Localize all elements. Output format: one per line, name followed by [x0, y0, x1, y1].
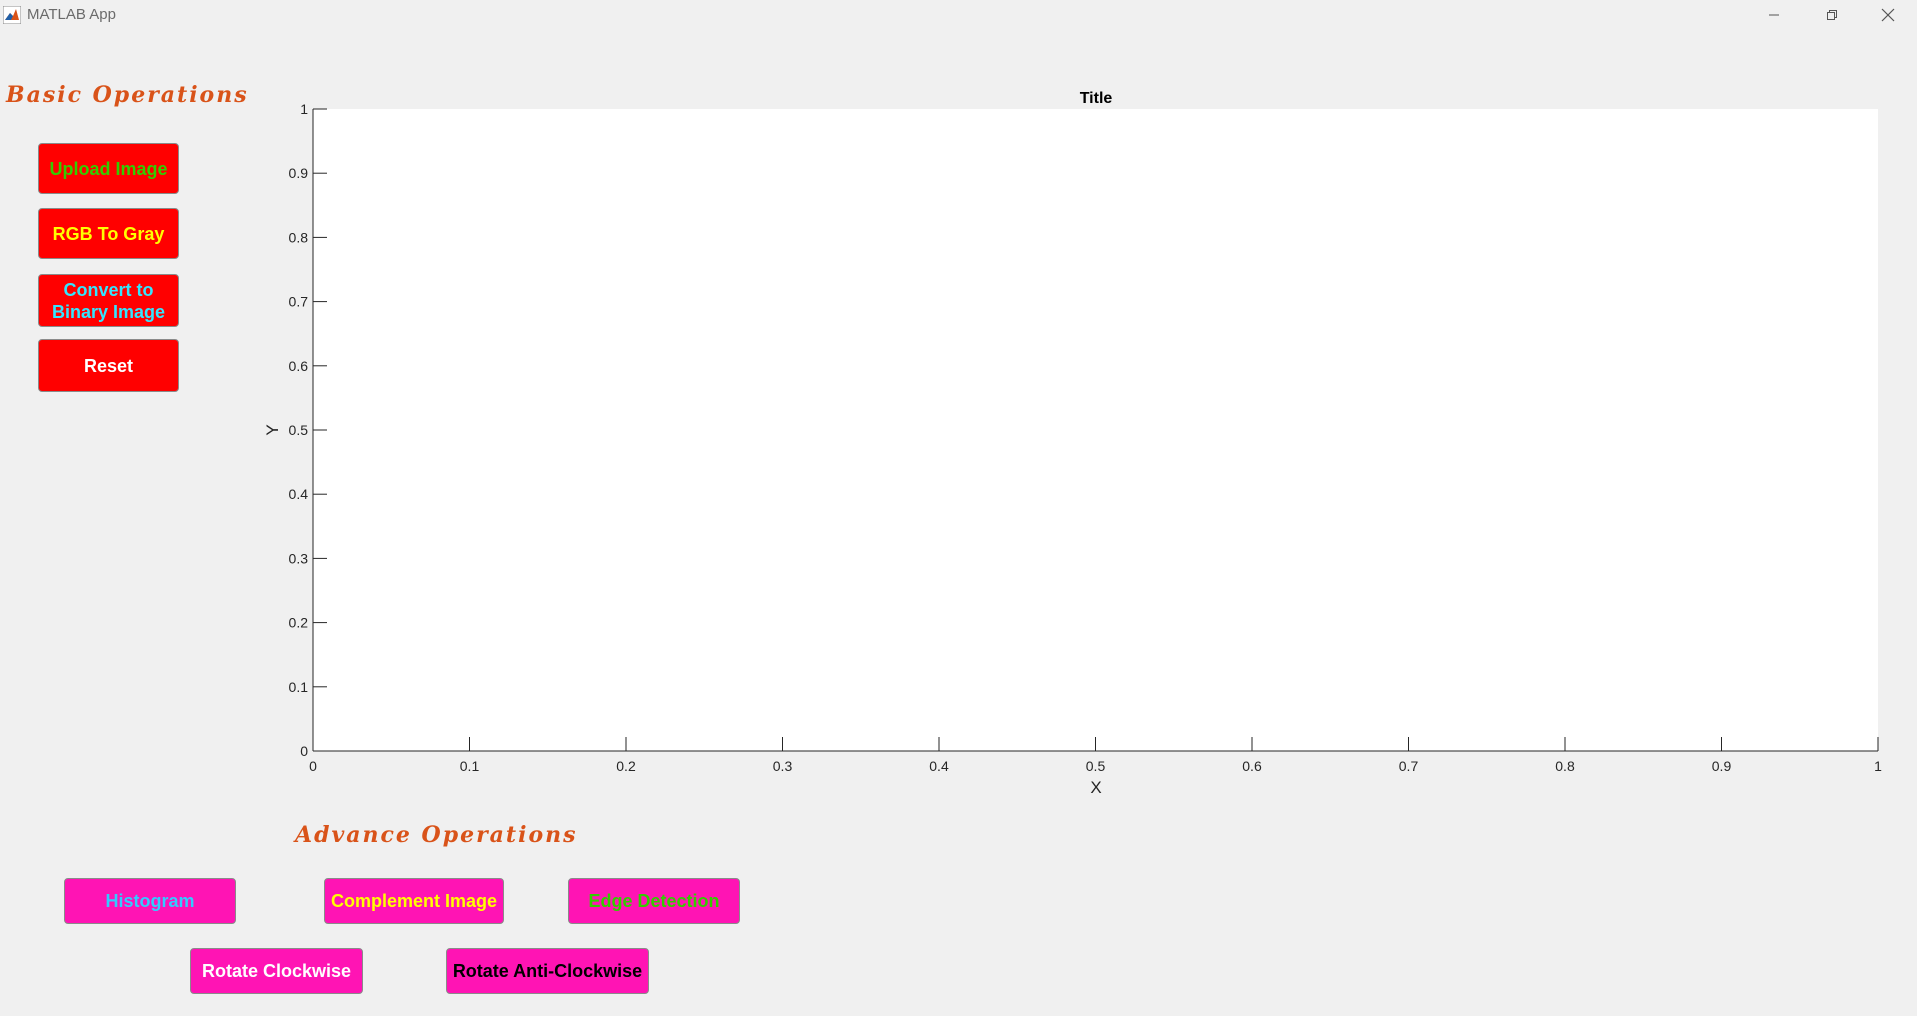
convert-to-binary-button[interactable]: Convert to Binary Image: [38, 274, 179, 327]
histogram-button[interactable]: Histogram: [64, 878, 236, 924]
y-tick-label: 0.3: [289, 550, 309, 566]
advance-operations-heading: Advance Operations: [295, 822, 578, 848]
y-axis-label: Y: [263, 424, 282, 435]
x-tick-label: 0.8: [1555, 758, 1575, 774]
x-tick-label: 0.3: [773, 758, 793, 774]
x-tick-label: 0.2: [616, 758, 636, 774]
close-button[interactable]: [1859, 0, 1917, 30]
y-tick-label: 0: [300, 743, 308, 759]
minimize-button[interactable]: [1745, 0, 1803, 30]
y-tick-label: 0.8: [289, 229, 309, 245]
image-axes: Title 0 0.1 0.2 0.3 0.4 0.5 0.6 0.7 0.8 0.9 1 0 0.1…: [263, 90, 1882, 797]
restore-button[interactable]: [1803, 0, 1861, 30]
basic-operations-heading: Basic Operations: [6, 82, 249, 108]
window-title: MATLAB App: [27, 6, 116, 23]
x-tick-label: 0.5: [1086, 758, 1106, 774]
plot-area: [313, 109, 1878, 751]
minimize-icon: [1769, 14, 1779, 16]
y-tick-label: 0.2: [289, 615, 309, 631]
y-tick-label: 0.9: [289, 165, 309, 181]
y-axis-ticks: 0 0.1 0.2 0.3 0.4 0.5 0.6 0.7 0.8 0.9 1: [289, 101, 327, 759]
y-tick-label: 0.4: [289, 486, 309, 502]
y-tick-label: 1: [300, 101, 308, 117]
upload-image-button[interactable]: Upload Image: [38, 143, 179, 194]
complement-image-button[interactable]: Complement Image: [324, 878, 504, 924]
x-tick-label: 0.7: [1399, 758, 1419, 774]
x-tick-label: 1: [1874, 758, 1882, 774]
window-titlebar: MATLAB App: [0, 0, 1917, 30]
rgb-to-gray-button[interactable]: RGB To Gray: [38, 208, 179, 259]
y-tick-label: 0.5: [289, 422, 309, 438]
y-tick-label: 0.6: [289, 358, 309, 374]
x-axis-ticks: 0 0.1 0.2 0.3 0.4 0.5 0.6 0.7 0.8 0.9 1: [309, 737, 1882, 774]
reset-button[interactable]: Reset: [38, 339, 179, 392]
x-tick-label: 0: [309, 758, 317, 774]
rotate-anti-clockwise-button[interactable]: Rotate Anti-Clockwise: [446, 948, 649, 994]
y-tick-label: 0.7: [289, 294, 309, 310]
rotate-clockwise-button[interactable]: Rotate Clockwise: [190, 948, 363, 994]
y-tick-label: 0.1: [289, 679, 309, 695]
x-tick-label: 0.4: [929, 758, 949, 774]
restore-icon: [1827, 10, 1837, 20]
close-icon: [1881, 8, 1895, 22]
edge-detection-button[interactable]: Edge Detection: [568, 878, 740, 924]
x-tick-label: 0.1: [460, 758, 480, 774]
x-tick-label: 0.9: [1712, 758, 1732, 774]
x-axis-label: X: [1090, 778, 1101, 797]
x-tick-label: 0.6: [1242, 758, 1262, 774]
matlab-logo-icon: [3, 6, 21, 24]
chart-title: Title: [1080, 90, 1113, 107]
